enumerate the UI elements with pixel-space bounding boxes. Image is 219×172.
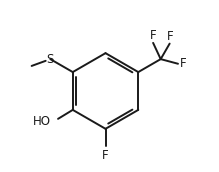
Text: F: F [150,29,156,42]
Text: S: S [47,53,54,66]
Text: F: F [167,30,174,43]
Text: F: F [180,57,186,70]
Text: F: F [102,149,109,162]
Text: HO: HO [33,115,51,128]
